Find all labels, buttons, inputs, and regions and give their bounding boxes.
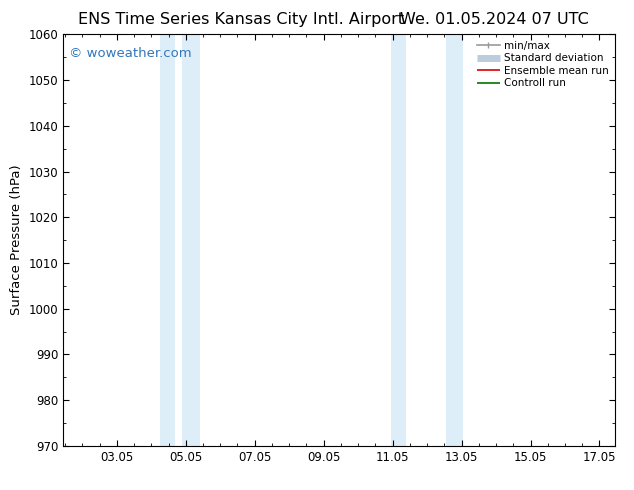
Bar (446, 34, 463, 446)
Text: ENS Time Series Kansas City Intl. Airport: ENS Time Series Kansas City Intl. Airpor… (78, 12, 404, 27)
Text: We. 01.05.2024 07 UTC: We. 01.05.2024 07 UTC (400, 12, 589, 27)
Bar (183, 34, 200, 446)
Y-axis label: Surface Pressure (hPa): Surface Pressure (hPa) (10, 165, 23, 316)
Text: © woweather.com: © woweather.com (69, 47, 191, 60)
Bar (160, 34, 176, 446)
Bar (391, 34, 406, 446)
Legend: min/max, Standard deviation, Ensemble mean run, Controll run: min/max, Standard deviation, Ensemble me… (474, 37, 612, 92)
